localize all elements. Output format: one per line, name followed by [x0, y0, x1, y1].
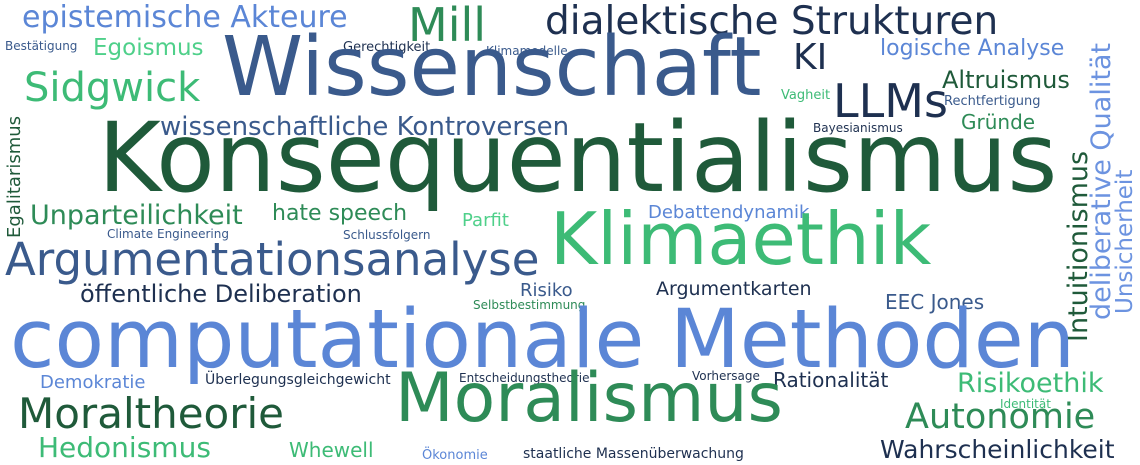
- word-whewell: Whewell: [289, 438, 374, 462]
- word-parfit: Parfit: [462, 210, 509, 231]
- word-wissenschaftliche-kontroversen: wissenschaftliche Kontroversen: [160, 112, 570, 142]
- word-schlussfolgern: Schlussfolgern: [343, 228, 431, 242]
- word-entscheidungstheorie: Entscheidungstheorie: [459, 371, 590, 385]
- word-unsicherheit: Unsicherheit: [1112, 169, 1138, 314]
- word-ki: KI: [793, 37, 828, 78]
- word-sidgwick: Sidgwick: [24, 65, 201, 111]
- word-autonomie: Autonomie: [905, 397, 1096, 437]
- word-egalitarismus: Egalitarismus: [4, 115, 25, 238]
- word-argumentkarten: Argumentkarten: [656, 278, 812, 300]
- word-argumentationsanalyse: Argumentationsanalyse: [5, 233, 540, 286]
- word-moralismus: Moralismus: [395, 359, 783, 438]
- word-eec-jones: EEC Jones: [885, 290, 985, 314]
- word-llms: LLMs: [833, 74, 948, 128]
- word-rationalitaet: Rationalität: [773, 368, 889, 392]
- word-ueberlegungsgleichgewicht: Überlegungsgleichgewicht: [205, 372, 391, 388]
- word-vorhersage: Vorhersage: [692, 369, 760, 383]
- word-demokratie: Demokratie: [40, 372, 146, 393]
- word-wissenschaft: Wissenschaft: [222, 20, 762, 115]
- word-klimaethik: Klimaethik: [550, 197, 932, 281]
- word-epistemische-akteure: epistemische Akteure: [22, 0, 348, 35]
- word-klimamodelle: Klimamodelle: [486, 44, 568, 58]
- word-staatliche-massenueberwachung: staatliche Massenüberwachung: [523, 446, 744, 462]
- word-moraltheorie: Moraltheorie: [18, 389, 285, 438]
- word-computationale-methoden: computationale Methoden: [10, 293, 1075, 387]
- word-oekonomie: Ökonomie: [422, 448, 488, 463]
- word-dialektische-strukturen: dialektische Strukturen: [545, 0, 999, 44]
- word-selbstbestimmung: Selbstbestimmung: [473, 298, 586, 312]
- word-altruismus: Altruismus: [942, 66, 1070, 94]
- word-konsequentialismus: Konsequentialismus: [98, 102, 1058, 214]
- word-climate-engineering: Climate Engineering: [107, 227, 229, 241]
- word-vagheit: Vagheit: [781, 88, 831, 103]
- word-risiko: Risiko: [520, 280, 573, 301]
- word-unparteilichkeit: Unparteilichkeit: [30, 200, 243, 231]
- word-hate-speech: hate speech: [272, 201, 408, 226]
- word-egoismus: Egoismus: [93, 35, 204, 61]
- word-mill: Mill: [408, 0, 487, 52]
- word-risikoethik: Risikoethik: [957, 368, 1104, 399]
- word-debattendynamik: Debattendynamik: [648, 202, 810, 223]
- word-wahrscheinlichkeit: Wahrscheinlichkeit: [880, 435, 1115, 464]
- word-identitaet: Identität: [1000, 397, 1051, 411]
- word-gerechtigkeit: Gerechtigkeit: [343, 40, 431, 55]
- word-oeffentliche-deliberation: öffentliche Deliberation: [80, 280, 362, 308]
- word-gruende: Gründe: [961, 110, 1036, 134]
- word-deliberative-qualitaet: deliberative Qualität: [1086, 42, 1117, 320]
- word-hedonismus: Hedonismus: [38, 431, 211, 464]
- word-rechtfertigung: Rechtfertigung: [944, 94, 1041, 109]
- word-bestaetigung: Bestätigung: [5, 39, 78, 53]
- word-bayesianismus: Bayesianismus: [813, 121, 903, 135]
- word-logische-analyse: logische Analyse: [880, 36, 1065, 61]
